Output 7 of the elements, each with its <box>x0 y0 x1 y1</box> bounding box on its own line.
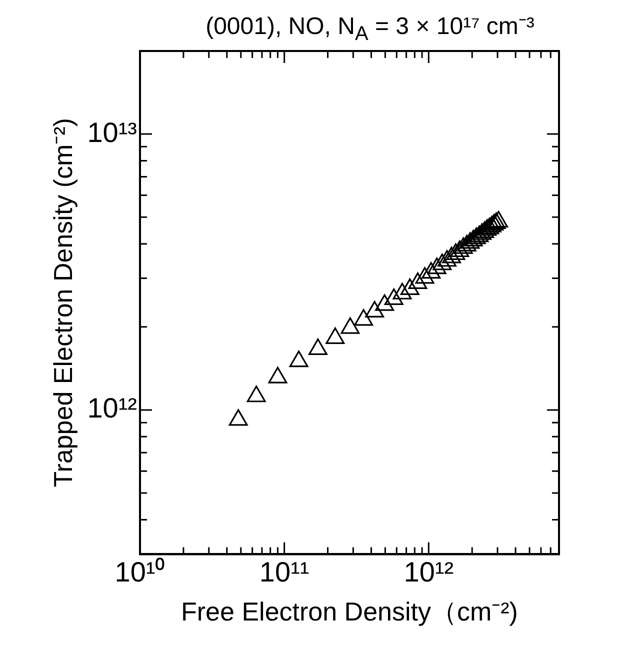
chart-title: (0001), NO, N$_{A}$ = 3 × 10¹⁷ cm⁻³ <box>204 12 536 46</box>
x-axis-title: Free Electron Density（cm⁻²) <box>181 596 518 627</box>
x-tick-label: 10¹⁰ <box>114 556 166 588</box>
y-axis-title: Trapped Electron Density (cm⁻²) <box>48 118 78 488</box>
y-tick-label: 10¹³ <box>87 116 137 148</box>
x-tick-label: 10¹² <box>404 556 454 588</box>
x-tick-label: 10¹¹ <box>259 556 310 588</box>
